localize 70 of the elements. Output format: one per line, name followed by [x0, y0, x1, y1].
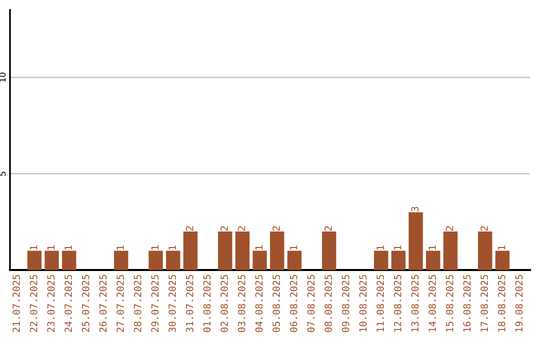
data-label: 1 [30, 245, 38, 250]
data-label: 2 [480, 226, 488, 231]
x-tick-label: 01.08.2025 [203, 274, 211, 332]
x-tick-label: 15.08.2025 [446, 274, 454, 332]
x-tick-label: 10.08.2025 [359, 274, 367, 332]
bar [391, 250, 406, 270]
data-label: 1 [168, 245, 176, 250]
data-label: 1 [255, 245, 262, 250]
data-label: 1 [394, 245, 402, 250]
data-label: 1 [151, 245, 158, 250]
x-tick-label: 24.07.2025 [64, 274, 72, 332]
data-label: 1 [116, 245, 124, 250]
x-tick-label: 28.07.2025 [134, 274, 142, 332]
bar [183, 231, 198, 270]
bar [322, 231, 336, 270]
data-label: 2 [186, 226, 194, 231]
bar [495, 250, 510, 270]
x-tick-label: 14.08.2025 [428, 274, 436, 332]
bar [443, 231, 458, 270]
x-tick-label: 17.08.2025 [480, 274, 488, 332]
x-tick-label: 07.08.2025 [307, 274, 315, 332]
data-label: 1 [376, 245, 384, 250]
bar [62, 250, 76, 270]
bar [166, 250, 180, 270]
data-label: 1 [428, 245, 436, 250]
x-tick-label: 05.08.2025 [272, 274, 280, 332]
bar [426, 250, 440, 270]
x-tick-label: 27.07.2025 [116, 274, 124, 332]
x-tick-label: 12.08.2025 [394, 274, 402, 332]
bar [44, 250, 59, 270]
x-tick-label: 19.08.2025 [515, 274, 523, 332]
x-tick-label: 11.08.2025 [376, 274, 384, 332]
bar [218, 231, 232, 270]
x-tick-label: 06.08.2025 [290, 274, 298, 332]
data-label: 2 [220, 226, 228, 231]
x-tick-label: 18.08.2025 [498, 274, 506, 332]
x-tick-label: 22.07.2025 [30, 274, 38, 332]
x-tick-label: 21.07.2025 [12, 274, 20, 332]
bar [148, 250, 163, 270]
data-label: 2 [324, 226, 332, 231]
x-tick-label: 26.07.2025 [99, 274, 107, 332]
bar [374, 250, 388, 270]
bar [287, 250, 302, 270]
data-label: 1 [64, 245, 72, 250]
data-label: 2 [446, 226, 454, 231]
bar [235, 231, 250, 270]
x-tick-label: 29.07.2025 [151, 274, 159, 332]
data-label: 1 [498, 245, 506, 250]
data-label: 3 [411, 206, 419, 212]
data-label: 1 [47, 245, 54, 250]
x-tick-label: 25.07.2025 [82, 274, 90, 332]
data-label: 2 [238, 226, 246, 231]
bar [478, 231, 492, 270]
x-tick-label: 13.08.2025 [411, 274, 419, 332]
x-tick-label: 08.08.2025 [324, 274, 332, 332]
x-tick-label: 30.07.2025 [168, 274, 176, 332]
x-tick-label: 16.08.2025 [463, 274, 471, 332]
x-tick-label: 04.08.2025 [255, 274, 263, 332]
x-tick-label: 02.08.2025 [220, 274, 228, 332]
bar [114, 250, 128, 270]
bar [27, 250, 42, 270]
x-tick-label: 09.08.2025 [342, 274, 350, 332]
bar [408, 212, 423, 270]
bar [270, 231, 284, 270]
x-tick-label: 31.07.2025 [186, 274, 194, 332]
data-label: 2 [272, 226, 280, 231]
data-label: 1 [290, 245, 298, 250]
x-tick-label: 03.08.2025 [238, 274, 246, 332]
bar [252, 250, 267, 270]
x-tick-label: 23.07.2025 [47, 274, 55, 332]
